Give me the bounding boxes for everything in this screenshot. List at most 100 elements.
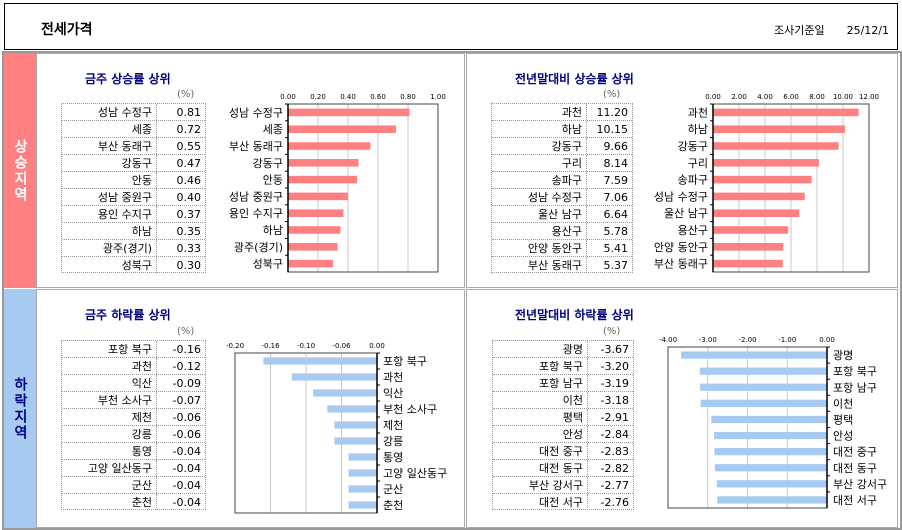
region-name: 광명 <box>493 341 588 357</box>
table-row: 하남 0.35 <box>62 223 205 240</box>
region-name: 부산 강서구 <box>493 477 588 493</box>
bar <box>327 405 377 413</box>
region-name: 강동구 <box>492 138 587 154</box>
tick-label: -4.00 <box>659 336 677 344</box>
region-name: 대전 중구 <box>493 443 588 459</box>
tick-label: 0.00 <box>369 342 385 350</box>
table-row: 성남 수정구 7.06 <box>492 189 632 206</box>
bar <box>714 431 827 440</box>
tick-label: -0.16 <box>261 342 280 350</box>
data-table: 포항 북구 -0.16 과천 -0.12 익산 -0.09 부천 소사구 -0.07 제천 -0.… <box>61 340 206 510</box>
category-label: 세종 <box>263 123 283 136</box>
region-name: 성북구 <box>62 257 157 273</box>
tick-label: 10.00 <box>833 93 853 101</box>
table-row: 부산 동래구 5.37 <box>492 257 632 274</box>
region-name: 울산 남구 <box>492 206 587 222</box>
rate-value: 9.66 <box>603 140 629 153</box>
table-row: 광주(경기) 0.33 <box>62 240 205 257</box>
bar <box>348 469 377 477</box>
rate-value: 10.15 <box>596 123 629 136</box>
region-name: 포항 북구 <box>493 358 588 374</box>
rate-value: -0.09 <box>172 377 201 390</box>
bar <box>713 142 839 150</box>
tick-label: 4.00 <box>757 93 773 101</box>
category-label: 대전 서구 <box>833 494 877 507</box>
rate-value: -0.07 <box>172 394 201 407</box>
region-name: 익산 <box>62 375 157 391</box>
bar <box>713 243 784 251</box>
bar-chart: 0.00 2.00 4.00 6.00 8.00 10.00 12.00 과천하남강동구구리송… <box>654 93 879 273</box>
bar <box>713 108 859 117</box>
category-label: 평택 <box>833 413 853 426</box>
category-label: 포항 북구 <box>383 355 427 368</box>
region-name: 안동 <box>62 172 157 188</box>
bar <box>714 448 827 456</box>
rate-value: 0.30 <box>176 259 202 272</box>
data-table: 광명 -3.67 포항 북구 -3.20 포항 남구 -3.19 이천 -3.18 평택 -2.9… <box>492 340 634 510</box>
bar <box>717 496 827 504</box>
rate-value: 0.37 <box>176 208 202 221</box>
region-name: 대전 동구 <box>493 460 588 476</box>
rate-value: 8.14 <box>603 157 629 170</box>
rate-value: 0.55 <box>176 140 202 153</box>
table-row: 안양 동안구 5.41 <box>492 240 632 257</box>
bar <box>288 243 338 251</box>
table-row: 과천 -0.12 <box>62 358 205 375</box>
region-name: 강릉 <box>62 426 157 442</box>
bar <box>288 226 341 234</box>
region-name: 용산구 <box>492 223 587 239</box>
category-label: 용인 수지구 <box>229 207 283 220</box>
tick-label: 1.00 <box>430 93 446 101</box>
region-name: 안성 <box>493 426 588 442</box>
table-row: 세종 0.72 <box>62 121 205 138</box>
table-row: 강동구 0.47 <box>62 155 205 172</box>
unit-label: (%) <box>603 89 621 100</box>
category-label: 강동구 <box>678 140 708 153</box>
bar <box>700 399 827 407</box>
survey-date: 조사기준일 25/12/1 <box>752 22 889 38</box>
tick-label: -1.00 <box>778 336 796 344</box>
data-table: 과천 11.20 하남 10.15 강동구 9.66 구리 8.14 송파구 7.59 성남 수정구… <box>491 103 633 273</box>
rate-value: 5.37 <box>603 259 629 272</box>
bar <box>263 357 377 365</box>
bar <box>681 351 827 359</box>
category-label: 부산 동래구 <box>229 140 283 153</box>
table-row: 대전 동구 -2.82 <box>493 460 633 477</box>
region-name: 포항 북구 <box>62 341 157 357</box>
region-name: 평택 <box>493 409 588 425</box>
region-name: 고양 일산동구 <box>62 460 157 476</box>
bar <box>334 437 377 445</box>
table-row: 성남 중원구 0.40 <box>62 189 205 206</box>
rate-value: -2.76 <box>600 496 629 509</box>
table-row: 성북구 0.30 <box>62 257 205 274</box>
table-row: 강동구 9.66 <box>492 138 632 155</box>
rate-value: 0.40 <box>176 191 202 204</box>
bar <box>288 209 344 217</box>
bar <box>288 108 410 117</box>
unit-label: (%) <box>603 326 621 337</box>
header: 전세가격 조사기준일 25/12/1 <box>4 3 898 50</box>
unit-label: (%) <box>177 89 195 100</box>
bar <box>288 192 348 201</box>
survey-date-label: 조사기준일 <box>773 24 825 37</box>
table-row: 울산 남구 6.64 <box>492 206 632 223</box>
bar <box>700 383 827 391</box>
region-name: 부산 동래구 <box>492 257 587 273</box>
chart-title: 금주 상승률 상위 <box>85 72 171 86</box>
category-label: 과천 <box>383 370 403 384</box>
table-row: 평택 -2.91 <box>493 409 633 426</box>
category-label: 이천 <box>833 396 853 410</box>
table-row: 용인 수지구 0.37 <box>62 206 205 223</box>
tick-label: 0.20 <box>310 93 326 101</box>
rate-value: -2.82 <box>600 462 629 475</box>
category-label: 부산 강서구 <box>833 478 887 491</box>
rate-value: -3.20 <box>600 360 629 373</box>
rate-value: -3.67 <box>600 343 629 356</box>
category-label: 성남 수정구 <box>654 190 708 203</box>
chart-title: 전년말대비 상승률 상위 <box>515 72 634 86</box>
section-fall: 하락지역 <box>4 289 36 528</box>
bar <box>348 485 377 493</box>
category-label: 안동 <box>263 174 283 187</box>
table-row: 안성 -2.84 <box>493 426 633 443</box>
rate-value: 0.47 <box>176 157 202 170</box>
